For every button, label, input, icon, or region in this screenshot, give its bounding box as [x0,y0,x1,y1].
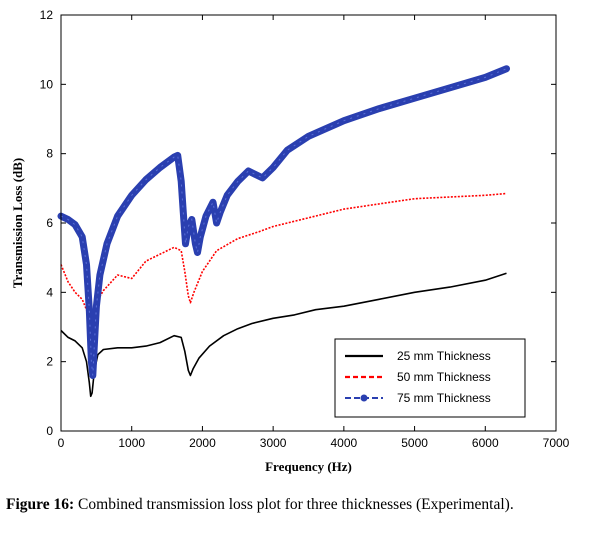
series-line-2 [57,65,510,379]
x-tick-label-1: 1000 [118,436,145,450]
figure-caption: Figure 16: Combined transmission loss pl… [6,494,584,516]
legend-box [334,338,526,418]
y-tick-label-1: 2 [46,355,53,369]
series-line-1 [60,192,507,342]
series-line-0 [60,272,507,398]
x-tick-label-3: 3000 [260,436,287,450]
y-tick-label-0: 0 [46,424,53,438]
y-axis-ticks: 0 2 4 6 8 10 12 [40,8,556,438]
series-texture-2 [60,68,507,376]
legend-entry-0: 25 mm Thickness [345,349,491,363]
legend-entry-1: 50 mm Thickness [345,370,491,384]
legend-entry-2: 75 mm Thickness [345,391,491,405]
x-tick-label-2: 2000 [189,436,216,450]
x-tick-label-0: 0 [58,436,65,450]
legend-label-2: 75 mm Thickness [397,391,491,405]
legend-label-1: 50 mm Thickness [397,370,491,384]
y-tick-label-3: 6 [46,216,53,230]
legend-label-0: 25 mm Thickness [397,349,491,363]
y-axis-label: Transmission Loss (dB) [10,158,25,289]
y-tick-label-6: 12 [40,8,54,22]
series-layer [57,65,510,398]
x-axis-label: Frequency (Hz) [265,459,352,474]
chart: 0 1000 2000 3000 4000 5000 6000 7000 024681012 … [10,8,570,474]
caption-text: Combined transmission loss plot for thre… [78,496,514,513]
y-tick-label-4: 8 [46,147,53,161]
x-tick-label-7: 7000 [543,436,570,450]
x-tick-label-5: 5000 [401,436,428,450]
legend-marker-2 [360,394,368,402]
legend: 25 mm Thickness 50 mm Thickness 75 mm Thic… [334,338,526,418]
plot-area-frame [60,14,557,432]
x-tick-label-6: 6000 [472,436,499,450]
x-tick-label-4: 4000 [331,436,358,450]
y-tick-label-2: 4 [46,285,53,299]
x-axis-ticks: 0 1000 2000 3000 4000 5000 6000 7000 [58,15,570,450]
y-tick-label-5: 10 [40,77,54,91]
caption-label: Figure 16: [6,496,75,513]
